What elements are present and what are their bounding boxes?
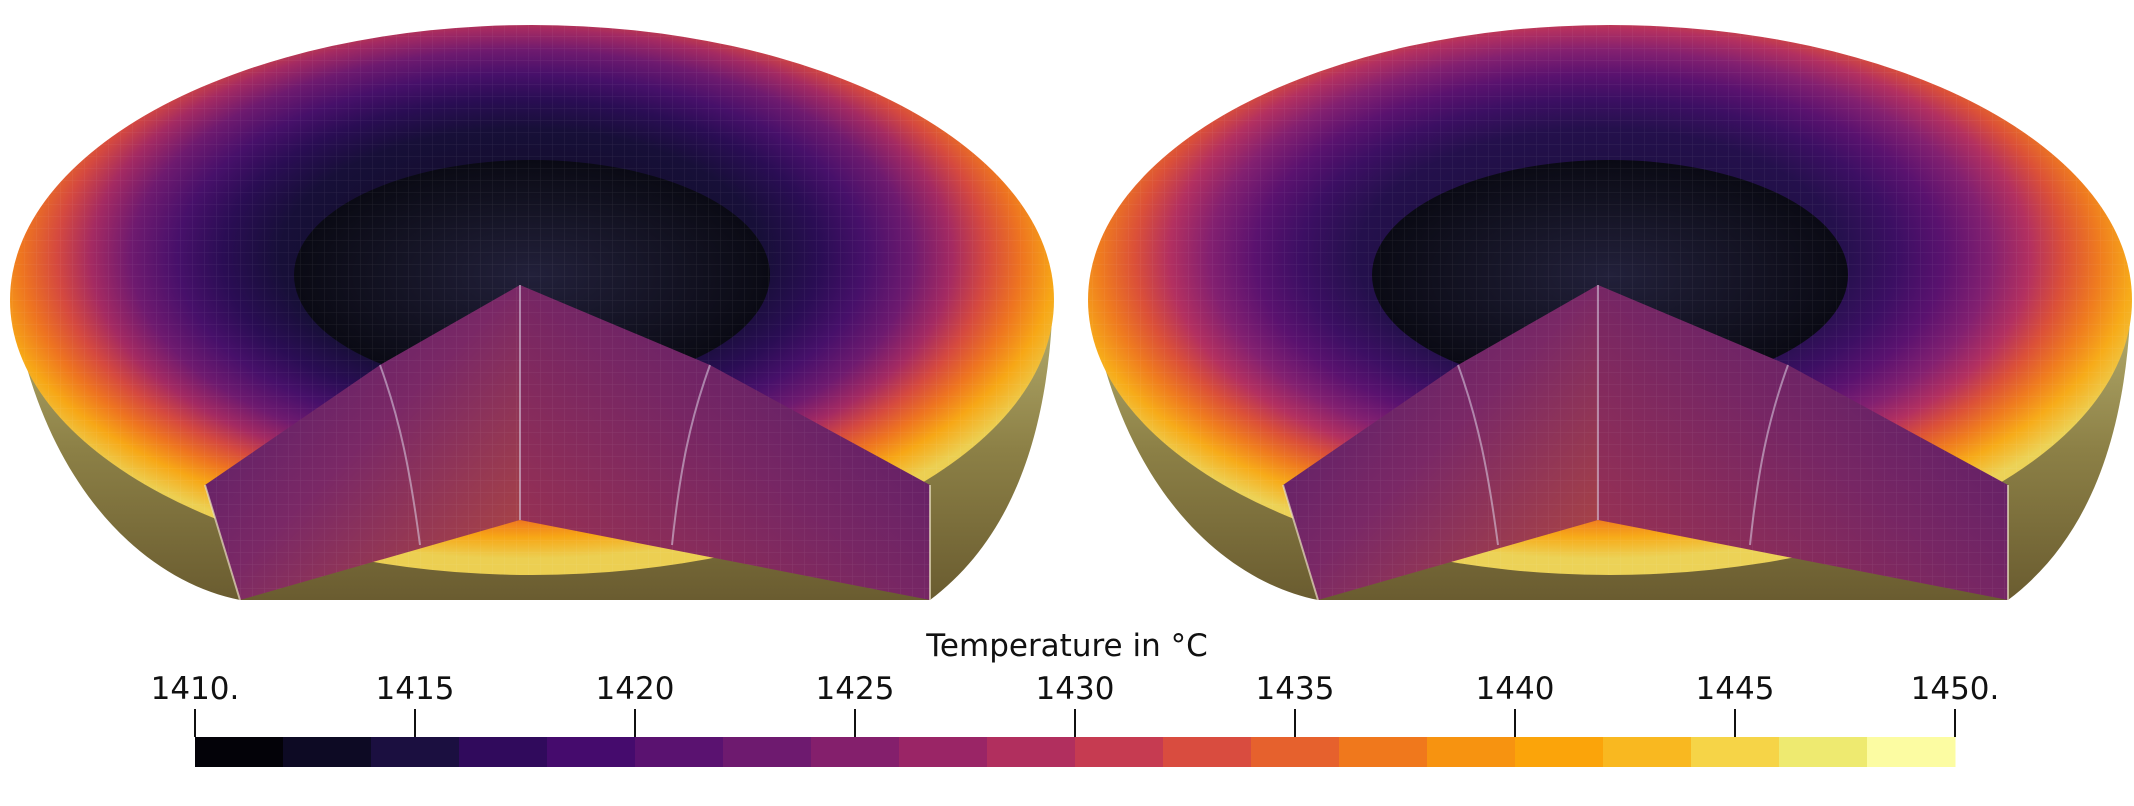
colorbar-segment (1427, 737, 1516, 767)
colorbar-segment (1515, 737, 1604, 767)
colorbar-segment (1339, 737, 1428, 767)
colorbar-tick-label: 1420 (595, 671, 675, 707)
colorbar-segment (195, 737, 284, 767)
colorbar-tick-label: 1445 (1695, 671, 1775, 707)
colorbar-segment (459, 737, 548, 767)
colorbar-segment (283, 737, 372, 767)
colorbar-segment (987, 737, 1076, 767)
colorbar-segment (1075, 737, 1164, 767)
colorbar-segment (723, 737, 812, 767)
colorbar-segment (1603, 737, 1692, 767)
colorbar-tick-label: 1415 (375, 671, 455, 707)
colorbar-tick-label: 1410. (150, 671, 240, 707)
temperature-field-right (1088, 25, 2132, 601)
colorbar-segment (1163, 737, 1252, 767)
colorbar-segment (1779, 737, 1868, 767)
colorbar-segment (811, 737, 900, 767)
colorbar-tick-label: 1440 (1475, 671, 1555, 707)
colorbar-segment (1251, 737, 1340, 767)
colorbar-segment (899, 737, 988, 767)
colorbar (194, 709, 1956, 767)
colorbar-segment (371, 737, 460, 767)
colorbar-segment (635, 737, 724, 767)
colorbar-segment (1691, 737, 1780, 767)
temperature-field-left (10, 25, 1054, 601)
colorbar-tick-label: 1430 (1035, 671, 1115, 707)
colorbar-tick-label: 1425 (815, 671, 895, 707)
colorbar-tick-label: 1435 (1255, 671, 1335, 707)
colorbar-segment (547, 737, 636, 767)
colorbar-segment (1867, 737, 1956, 767)
colorbar-tick-label: 1450. (1910, 671, 2000, 707)
colorbar-title: Temperature in °C (926, 628, 1208, 664)
